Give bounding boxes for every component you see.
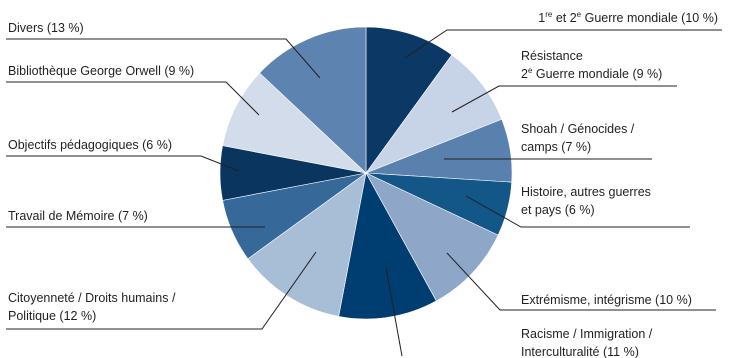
leader-lines (6, 29, 722, 357)
label-pedagogiques: Objectifs pédagogiques (6 %) (8, 138, 172, 152)
label-shoah: Shoah / Génocides / camps (7 %) (521, 122, 635, 154)
leader-line-histoire (465, 195, 690, 228)
leader-line-guerres (404, 29, 722, 59)
pie-slice-2 (365, 54, 503, 174)
label-racisme: Racisme / Immigration / Interculturalité … (521, 327, 653, 358)
leader-line-extremisme (446, 252, 716, 311)
label-histoire: Histoire, autres guerres et pays (6 %) (521, 185, 651, 217)
label-citoyennete: Citoyenneté / Droits humains / Politique … (8, 291, 176, 323)
label-memoire: Travail de Mémoire (7 %) (8, 209, 148, 223)
label-orwell: Bibliothèque George Orwell (9 %) (8, 64, 194, 78)
pie-slice-5 (365, 172, 499, 302)
leader-line-racisme (385, 267, 403, 357)
label-divers: Divers (13 %) (8, 21, 84, 35)
pie-slice-7 (247, 172, 367, 317)
pie-slice-10 (222, 72, 367, 174)
pie-slice-6 (338, 172, 437, 320)
label-guerres: 1re et 2e Guerre mondiale (10 %) (538, 10, 718, 25)
pie-slice-11 (259, 26, 367, 174)
pie-slices (219, 26, 513, 320)
pie-slice-1 (365, 26, 453, 174)
leader-line-orwell (6, 81, 260, 116)
leader-line-citoyennete (6, 251, 317, 330)
leader-line-resistance (451, 85, 677, 113)
label-resistance: Résistance 2e Guerre mondiale (9 %) (521, 49, 662, 81)
label-extremisme: Extrémisme, intégrisme (10 %) (521, 293, 692, 307)
leader-line-pedagogiques (6, 155, 240, 172)
leader-line-divers (6, 38, 321, 79)
